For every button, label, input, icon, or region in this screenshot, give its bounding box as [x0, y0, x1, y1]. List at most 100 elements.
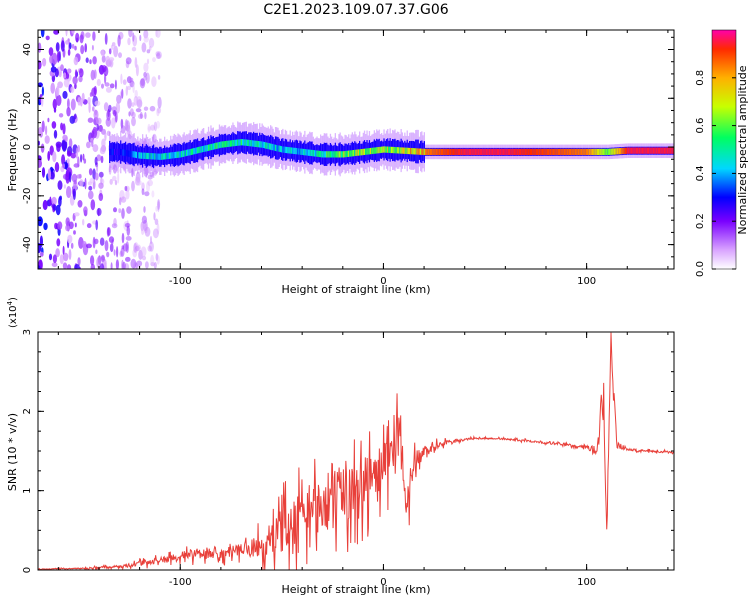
- ridge-core: [556, 148, 558, 156]
- ridge-core: [312, 150, 314, 157]
- noise-blob: [140, 78, 145, 86]
- ridge-core: [659, 147, 661, 154]
- noise-blob: [80, 154, 83, 163]
- noise-blob: [131, 111, 136, 119]
- ridge-core: [340, 151, 343, 158]
- noise-blob: [67, 98, 70, 109]
- ridge-core: [654, 147, 656, 154]
- ridge-core: [294, 147, 296, 155]
- noise-blob: [65, 172, 70, 184]
- ridge-core: [418, 148, 421, 155]
- noise-blob: [62, 90, 68, 99]
- noise-blob: [153, 121, 158, 132]
- y-tick-label: 3: [22, 329, 33, 335]
- noise-blob: [70, 152, 77, 159]
- noise-blob: [139, 111, 143, 119]
- ridge-core: [299, 148, 301, 155]
- noise-blob: [118, 52, 122, 58]
- ridge-core: [552, 148, 555, 156]
- ridge-core: [300, 148, 302, 155]
- noise-blob: [122, 261, 126, 269]
- colorbar-tick-label: 0.4: [695, 165, 706, 181]
- noise-blob: [66, 150, 72, 157]
- ridge-core: [452, 148, 455, 156]
- noise-blob: [68, 171, 72, 183]
- ridge-core: [665, 147, 667, 154]
- snr-series-line: [38, 332, 674, 570]
- noise-blob: [140, 221, 144, 232]
- y-tick-label: 0: [22, 567, 33, 573]
- ridge-core: [505, 148, 507, 156]
- noise-blob: [88, 102, 91, 113]
- noise-blob: [100, 50, 105, 57]
- ridge-core: [315, 150, 317, 157]
- ridge-core: [424, 148, 427, 156]
- ridge-core: [637, 147, 639, 154]
- ridge-core: [605, 148, 607, 156]
- ridge-core: [262, 141, 264, 148]
- y-tick-label: 40: [22, 43, 33, 56]
- ridge-core: [587, 148, 589, 156]
- ridge-core: [228, 140, 230, 147]
- noise-blob: [143, 30, 149, 39]
- noise-blob: [134, 57, 138, 68]
- ridge-core: [490, 148, 492, 156]
- ridge-core: [244, 139, 246, 146]
- ridge-core: [179, 151, 182, 158]
- ridge-core: [672, 147, 674, 154]
- ridge-core: [320, 150, 322, 158]
- noise-blob: [89, 92, 93, 97]
- noise-blob: [91, 140, 94, 148]
- ridge-core: [345, 150, 347, 158]
- noise-blob: [134, 176, 141, 186]
- noise-blob: [125, 256, 131, 262]
- noise-blob: [143, 36, 149, 43]
- noise-blob: [112, 175, 117, 182]
- noise-blob: [96, 256, 102, 269]
- ridge-core: [140, 152, 143, 159]
- ridge-core: [354, 149, 356, 157]
- ridge-core: [187, 149, 189, 156]
- ridge-core: [578, 148, 580, 156]
- ridge-core: [598, 148, 600, 156]
- ridge-core: [338, 151, 340, 158]
- ridge-core: [412, 148, 414, 155]
- noise-blob: [147, 179, 153, 187]
- ridge-core: [344, 151, 346, 158]
- ridge-core: [239, 139, 241, 146]
- figure-title: C2E1.2023.109.07.37.G06: [263, 2, 448, 18]
- colorbar-ticks: 0.0 0.2 0.4 0.6 0.8: [695, 70, 736, 277]
- noise-blob: [155, 53, 161, 59]
- ridge-core: [329, 151, 332, 158]
- ridge-core: [531, 148, 533, 156]
- ridge-core: [470, 148, 472, 156]
- noise-blob: [62, 245, 65, 256]
- ridge-core: [233, 139, 235, 147]
- ridge-core: [256, 140, 258, 148]
- ridge-core: [449, 148, 451, 156]
- noise-blob: [136, 99, 143, 109]
- ridge-core: [499, 148, 501, 156]
- ridge-core: [483, 148, 485, 156]
- ridge-core: [640, 147, 642, 154]
- noise-blob: [67, 234, 73, 244]
- ridge-core: [563, 148, 566, 156]
- ridge-core: [450, 148, 452, 156]
- noise-blob: [86, 141, 91, 149]
- noise-blob: [148, 37, 155, 48]
- noise-blob: [94, 156, 98, 166]
- ridge-core: [151, 153, 154, 160]
- noise-blob: [101, 83, 104, 89]
- ridge-core: [207, 144, 210, 151]
- noise-blob: [66, 106, 71, 117]
- ridge-core: [142, 152, 144, 159]
- noise-blob: [104, 33, 108, 45]
- ridge-core: [306, 149, 308, 156]
- spectrogram-heatmap: [38, 30, 674, 269]
- noise-blob: [143, 71, 147, 78]
- noise-blob: [87, 117, 94, 123]
- ridge-core: [593, 148, 595, 156]
- noise-blob: [109, 83, 115, 89]
- noise-blob: [109, 243, 114, 253]
- ridge-core: [451, 148, 453, 156]
